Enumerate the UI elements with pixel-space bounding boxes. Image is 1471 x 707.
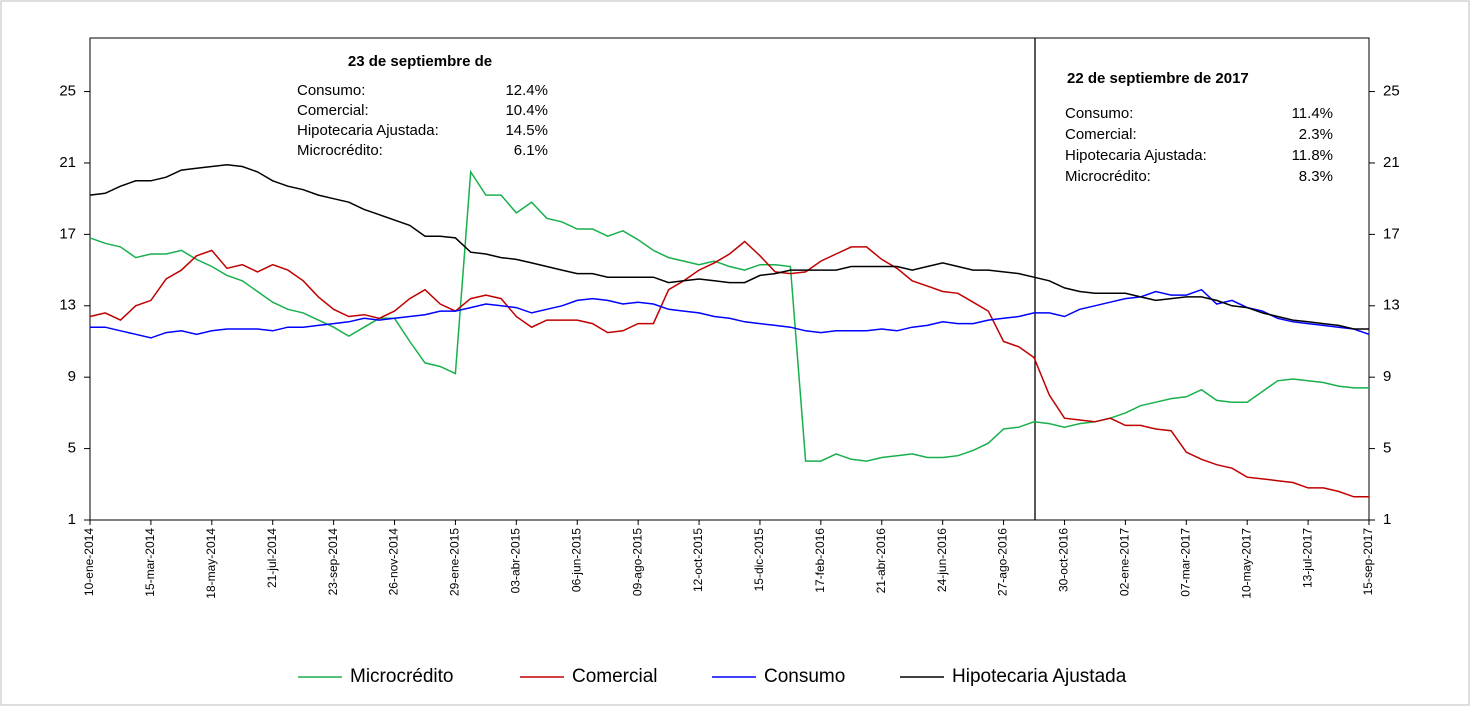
x-tick-label: 15-mar-2014 [143,528,157,597]
x-tick-label: 29-ene-2015 [448,528,462,596]
y2-tick-label: 9 [1383,368,1391,385]
series-line [89,169,1369,462]
x-tick-label: 06-jun-2015 [569,528,583,592]
legend-label: Comercial [572,666,658,687]
x-tick-label: 17-feb-2016 [813,528,827,593]
x-tick-label: 02-ene-2017 [1118,528,1132,596]
annotation-label: Comercial: [297,102,369,119]
annotation-value: 12.4% [505,82,548,99]
x-tick-label: 26-nov-2014 [387,528,401,596]
x-tick-label: 21-abr-2016 [874,528,888,594]
x-tick-label: 27-ago-2016 [996,528,1010,596]
series-line [90,288,1370,339]
x-tick-label: 15-dic-2015 [752,528,766,592]
annotation-value: 6.1% [514,142,548,159]
series-line [89,240,1369,498]
legend-label: Consumo [764,666,845,687]
annotation-value: 14.5% [505,122,548,139]
legend-label: Microcrédito [350,666,453,687]
x-tick-label: 10-may-2017 [1239,528,1253,599]
y-tick-label: 17 [59,225,76,242]
y2-tick-label: 17 [1383,225,1400,242]
y-tick-label: 5 [68,440,76,457]
annotation-label: Microcrédito: [1065,168,1151,185]
y-tick-label: 25 [59,83,76,100]
annotation-label: Microcrédito: [297,142,383,159]
annotation-label: Consumo: [1065,105,1133,122]
annotation-label: Consumo: [297,82,365,99]
y2-tick-label: 21 [1383,154,1400,171]
annotation-title: 23 de septiembre de [348,53,492,70]
annotation-value: 11.4% [1292,105,1333,122]
y2-tick-label: 5 [1383,440,1391,457]
x-tick-label: 03-abr-2015 [509,528,523,594]
y-tick-label: 9 [68,368,76,385]
y2-tick-label: 1 [1383,511,1391,528]
annotation-title: 22 de septiembre de 2017 [1067,70,1249,87]
x-tick-label: 15-sep-2017 [1361,528,1375,596]
x-tick-label: 23-sep-2014 [326,528,340,596]
x-tick-label: 24-jun-2016 [935,528,949,592]
series-line [89,163,1369,330]
annotation-label: Comercial: [1065,126,1137,143]
y-tick-label: 1 [68,511,76,528]
y-tick-label: 13 [59,297,76,314]
plot-frame [89,37,1370,521]
x-tick-label: 10-ene-2014 [82,528,96,596]
annotation-value: 10.4% [505,102,548,119]
annotation-label: Hipotecaria Ajustada: [1065,147,1207,164]
x-tick-label: 18-may-2014 [204,528,218,599]
x-tick-label: 12-oct-2015 [691,528,705,592]
x-tick-label: 09-ago-2015 [630,528,644,596]
y2-tick-label: 13 [1383,297,1400,314]
x-tick-label: 21-jul-2014 [265,528,279,588]
y2-tick-label: 25 [1383,83,1400,100]
annotation-value: 8.3% [1299,168,1333,185]
annotation-label: Hipotecaria Ajustada: [297,122,439,139]
annotation-value: 11.8% [1292,147,1333,164]
x-tick-label: 07-mar-2017 [1178,528,1192,597]
x-tick-label: 30-oct-2016 [1057,528,1071,592]
x-tick-label: 13-jul-2017 [1300,528,1314,588]
y-tick-label: 21 [59,154,76,171]
legend-label: Hipotecaria Ajustada [952,666,1127,687]
annotation-value: 2.3% [1299,126,1333,143]
